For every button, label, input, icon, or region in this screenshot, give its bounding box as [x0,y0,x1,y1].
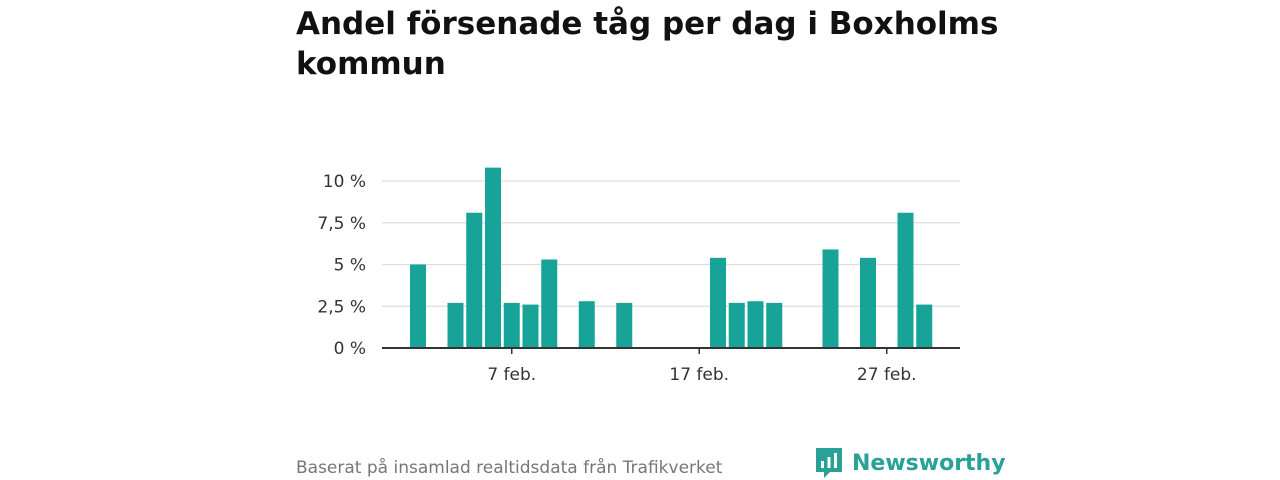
bar [860,257,876,348]
y-tick-label: 0 % [334,339,366,359]
bar [541,259,558,348]
bar [466,212,483,348]
bar [710,257,726,348]
x-axis [382,347,960,354]
bar [447,302,464,348]
bar [485,167,501,348]
bar [728,302,745,348]
bar [410,264,426,348]
x-tick-label: 7 feb. [487,365,536,385]
newsworthy-logo-icon [816,448,842,478]
bar [747,301,764,348]
bar [616,302,633,348]
x-axis-labels: 7 feb. 17 feb. 27 feb. [487,365,916,385]
bar [578,301,595,348]
bar [897,212,914,348]
brand-name: Newsworthy [852,450,1006,476]
x-tick-label: 27 feb. [857,365,917,385]
y-tick-label: 10 % [323,172,366,192]
x-tick-label: 17 feb. [669,365,729,385]
bar [766,302,783,348]
bars [410,167,933,348]
source-note: Baserat på insamlad realtidsdata från Tr… [296,458,723,478]
bar [822,249,839,348]
y-tick-label: 7,5 % [317,214,366,234]
chart-title: Andel försenade tåg per dag i Boxholms k… [296,6,999,82]
bar [503,302,520,348]
bar [916,304,933,348]
y-tick-label: 2,5 % [317,297,366,317]
y-tick-label: 5 % [334,256,366,276]
bar [522,304,539,348]
brand-logo[interactable]: Newsworthy [814,446,1006,480]
y-axis-labels: 0 % 2,5 % 5 % 7,5 % 10 % [317,172,366,359]
